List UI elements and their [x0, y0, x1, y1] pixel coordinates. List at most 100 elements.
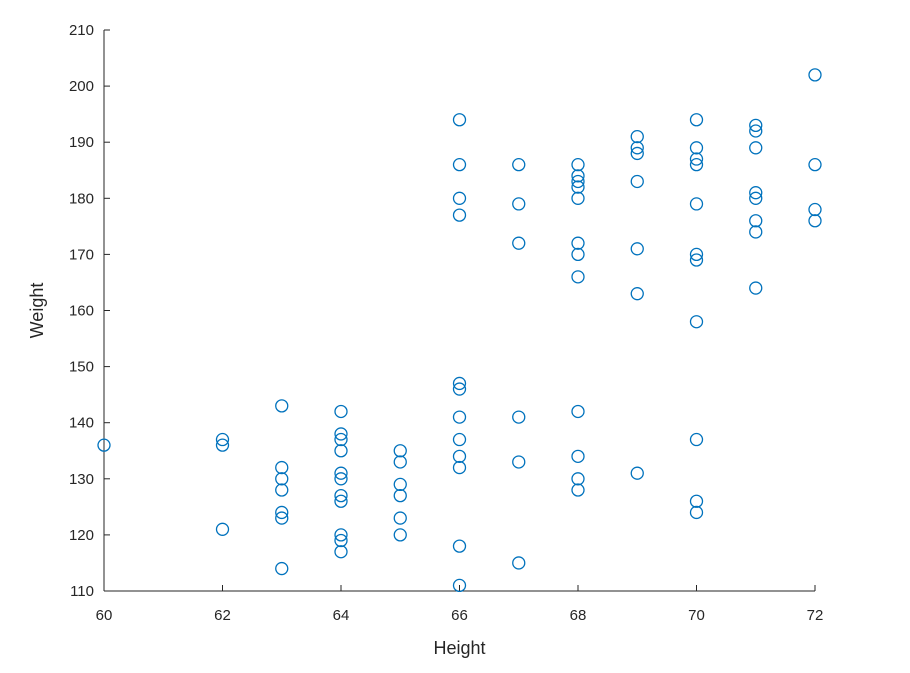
y-tick-label: 170: [69, 246, 94, 263]
data-point: [275, 483, 289, 497]
data-point: [630, 242, 644, 256]
data-point: [334, 472, 348, 486]
x-tick-label: 64: [333, 607, 350, 624]
y-tick-label: 150: [69, 359, 94, 376]
data-point: [512, 197, 526, 211]
data-point: [689, 152, 704, 166]
data-point: [571, 174, 585, 189]
data-point: [571, 157, 585, 172]
data-point: [215, 432, 230, 447]
x-tick-label: 72: [807, 607, 824, 624]
data-point: [512, 157, 526, 172]
data-point: [689, 141, 704, 155]
data-point: [215, 522, 230, 536]
data-point: [275, 399, 289, 413]
data-point: [630, 146, 644, 161]
data-point: [334, 444, 348, 458]
data-point: [689, 432, 704, 447]
data-point: [689, 494, 704, 508]
data-point: [571, 191, 585, 205]
data-point: [571, 404, 585, 419]
data-point: [571, 169, 585, 183]
data-point: [97, 438, 111, 452]
y-tick-label: 140: [69, 415, 94, 432]
data-points: [97, 68, 822, 593]
data-point: [275, 460, 289, 475]
data-point: [452, 432, 467, 447]
y-tick-label: 210: [69, 22, 94, 39]
data-point: [334, 488, 348, 503]
data-point: [689, 315, 704, 329]
data-point: [452, 578, 467, 593]
data-point: [275, 505, 289, 520]
data-point: [689, 247, 704, 262]
data-point: [749, 141, 763, 155]
data-point: [749, 191, 763, 205]
data-point: [452, 539, 467, 553]
data-point: [393, 488, 407, 503]
data-point: [452, 113, 467, 127]
data-point: [452, 191, 467, 205]
data-point: [452, 382, 467, 396]
data-point: [452, 460, 467, 475]
data-point: [808, 202, 822, 217]
x-tick-label: 66: [451, 607, 468, 624]
data-point: [689, 197, 704, 211]
data-point: [334, 427, 348, 441]
data-point: [512, 556, 526, 570]
y-tick-label: 180: [69, 190, 94, 207]
data-point: [749, 124, 763, 138]
y-axis-label: Weight: [27, 283, 47, 339]
y-tick-label: 120: [69, 527, 94, 544]
data-point: [689, 505, 704, 520]
data-point: [571, 483, 585, 497]
y-tick-label: 110: [70, 583, 94, 600]
data-point: [452, 157, 467, 172]
data-point: [334, 404, 348, 419]
data-point: [334, 545, 348, 559]
data-point: [808, 214, 822, 228]
data-point: [452, 208, 467, 222]
data-point: [393, 444, 407, 458]
x-tick-label: 60: [96, 607, 113, 624]
data-point: [630, 466, 644, 480]
data-point: [689, 113, 704, 127]
data-point: [393, 455, 407, 469]
data-point: [571, 236, 585, 250]
data-point: [808, 68, 822, 82]
y-tick-label: 160: [69, 303, 94, 320]
x-tick-label: 68: [570, 607, 587, 624]
x-ticks: 60 62 64 66 68 70 72: [96, 585, 824, 624]
x-tick-label: 62: [214, 607, 231, 624]
data-point: [749, 214, 763, 228]
x-tick-label: 70: [688, 607, 705, 624]
data-point: [334, 432, 348, 447]
data-point: [808, 157, 822, 172]
data-point: [749, 281, 763, 295]
data-point: [452, 410, 467, 424]
data-point: [689, 253, 704, 267]
data-point: [393, 477, 407, 492]
y-ticks: 110 120 130 140 150 160 170 180 190 200 210: [69, 22, 110, 600]
data-point: [334, 533, 348, 548]
data-point: [215, 438, 230, 452]
data-point: [749, 118, 763, 133]
data-point: [452, 376, 467, 391]
data-point: [630, 129, 644, 144]
x-axis-label: Height: [433, 638, 485, 658]
data-point: [512, 236, 526, 250]
data-point: [630, 141, 644, 155]
data-point: [630, 174, 644, 189]
data-point: [512, 410, 526, 424]
data-point: [571, 270, 585, 284]
data-point: [275, 511, 289, 525]
data-point: [571, 247, 585, 262]
data-point: [275, 472, 289, 486]
data-point: [630, 287, 644, 301]
data-point: [512, 455, 526, 469]
data-point: [571, 449, 585, 464]
data-point: [571, 472, 585, 486]
y-tick-label: 200: [69, 78, 94, 95]
data-point: [749, 186, 763, 200]
